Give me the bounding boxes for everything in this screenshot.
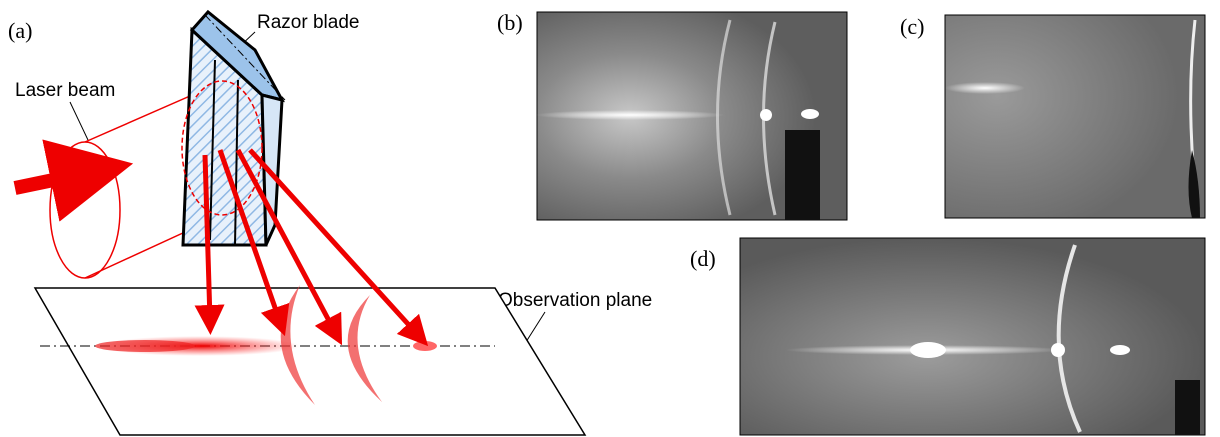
photo [535,12,847,220]
leader [70,102,88,140]
annotation: Observation plane [498,290,652,311]
beam-end [50,142,120,278]
photo [740,238,1205,435]
annotation: Laser beam [15,80,115,101]
panel-label: (a) [8,18,32,43]
observation-plane [35,288,585,435]
spot [95,340,195,352]
spot [413,341,437,351]
panel-label: (d) [690,246,716,271]
figure: (a) Razor blade Laser beam Observation p… [0,0,1220,437]
annotation: Razor blade [257,12,359,33]
panel-label: (c) [900,14,924,39]
beam-arrow [15,172,92,188]
panel-label: (b) [497,10,523,35]
photo [945,15,1205,218]
